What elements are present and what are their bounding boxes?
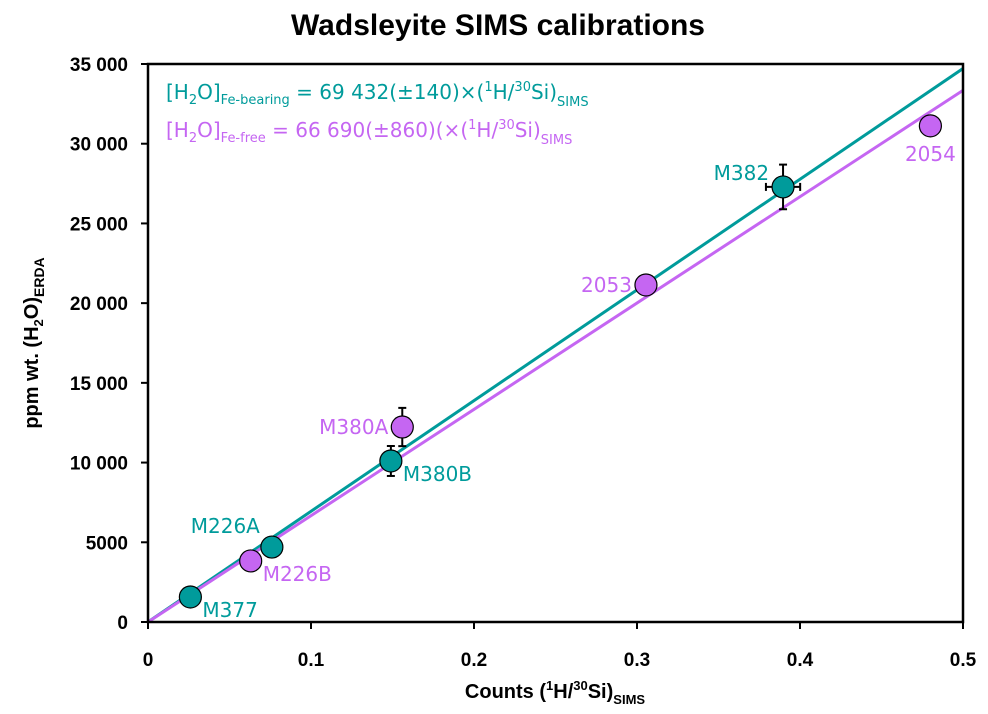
data-point <box>634 273 658 297</box>
data-point <box>918 114 943 138</box>
fit-line-fe-free <box>148 89 963 622</box>
y-tick-label: 5000 <box>86 533 128 554</box>
x-tick-label: 0.2 <box>461 650 487 671</box>
x-tick-label: 0.3 <box>624 650 650 671</box>
x-axis-label: Counts (1H/30Si)SIMS <box>465 678 645 707</box>
y-tick-label: 25 000 <box>70 214 128 235</box>
y-tick-label: 0 <box>117 613 128 634</box>
equations-legend: [H2O]Fe-bearing = 69 432(±140)×(1H/30Si)… <box>166 80 589 148</box>
x-tick-label: 0 <box>143 650 154 671</box>
data-point-label: M226A <box>191 514 260 538</box>
x-tick-label: 0.1 <box>298 650 325 671</box>
y-tick-label: 10 000 <box>70 454 128 475</box>
data-point-group: M380A <box>319 406 414 448</box>
data-point-group: M226A <box>191 514 284 559</box>
axes: 0 5000 10 000 15 000 20 000 25 000 30 000 35 00… <box>70 55 977 671</box>
data-point <box>239 549 263 573</box>
data-point <box>390 415 414 439</box>
data-point-group: M382 <box>714 161 802 211</box>
data-point <box>379 449 403 473</box>
equation-fe-free: [H2O]Fe-free = 66 690(±860)(×(1H/30Si)SI… <box>166 118 572 148</box>
data-point-group: M380B <box>379 444 472 486</box>
y-tick-label: 20 000 <box>70 294 128 315</box>
equation-fe-bearing: [H2O]Fe-bearing = 69 432(±140)×(1H/30Si)… <box>166 80 589 110</box>
plot-frame <box>146 62 965 624</box>
data-point-label: M226B <box>263 562 332 586</box>
plot-area: M377 M226A M380B M382 M226B M380A 2053 2054 <box>148 67 963 622</box>
data-point-group: 2054 <box>905 114 956 166</box>
data-point-label: 2054 <box>905 142 956 166</box>
x-tick-label: 0.4 <box>787 650 814 671</box>
data-point-label: 2053 <box>581 273 632 297</box>
fit-line-fe-bearing <box>148 67 963 622</box>
data-point-label: M377 <box>202 598 257 622</box>
data-point-label: M380A <box>319 415 388 439</box>
data-point <box>260 535 284 559</box>
y-tick-label: 15 000 <box>70 374 128 395</box>
y-axis-label: ppm wt. (H2O)ERDA <box>21 257 47 428</box>
data-point <box>178 585 202 609</box>
data-point-label: M380B <box>403 462 472 486</box>
data-point-group: M226B <box>239 549 332 586</box>
data-point <box>771 175 795 199</box>
data-point-group: M377 <box>178 585 258 622</box>
x-tick-label: 0.5 <box>950 650 977 671</box>
y-tick-label: 35 000 <box>70 55 128 76</box>
data-point-label: M382 <box>714 161 769 185</box>
data-point-group: 2053 <box>581 273 658 297</box>
chart-title: Wadsleyite SIMS calibrations <box>291 9 705 42</box>
y-tick-label: 30 000 <box>70 135 128 156</box>
